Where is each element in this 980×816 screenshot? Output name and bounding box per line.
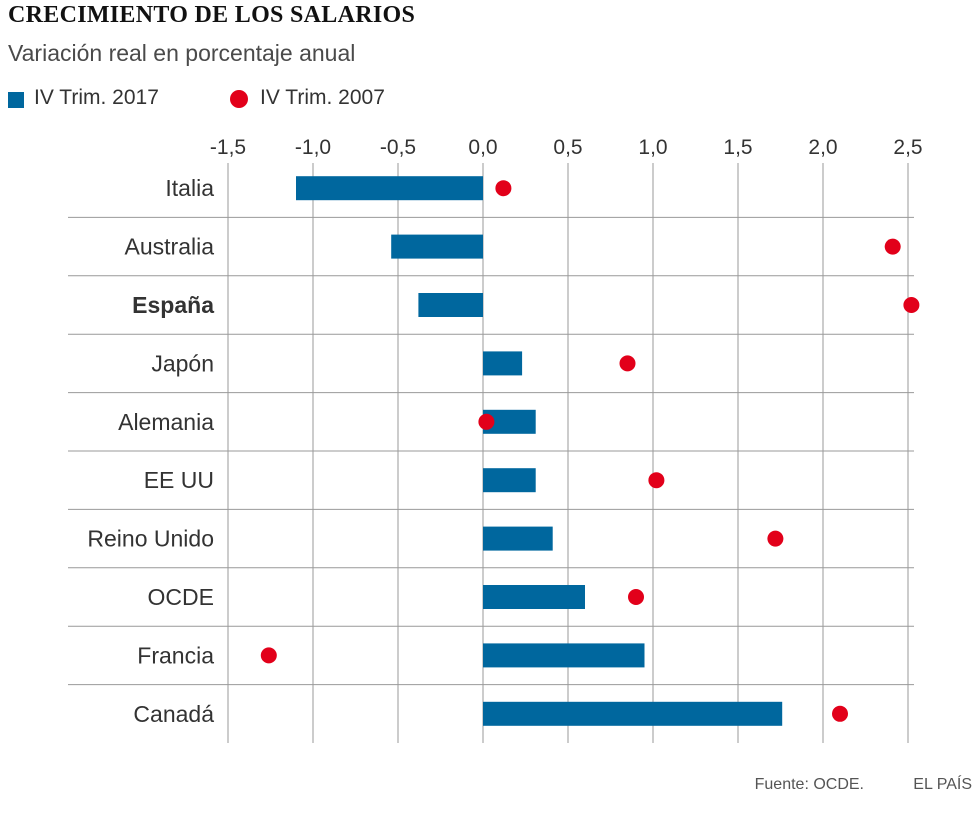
bar-2017 [483,643,645,668]
dot-2007 [628,589,644,605]
bar-2017 [391,234,483,259]
category-label: España [132,292,214,318]
x-tick-label: 1,5 [723,136,752,159]
x-tick-label: 0,0 [468,136,497,159]
bar-2017 [483,701,783,726]
legend-square-icon [8,92,24,108]
category-label: Alemania [118,409,214,435]
bar-2017 [483,468,536,493]
source-note: Fuente: OCDE. [754,776,864,793]
brand-credit: EL PAÍS [913,776,972,793]
category-label: EE UU [144,467,214,493]
category-label: Italia [165,175,214,201]
category-label: Canadá [133,701,214,727]
dot-2007 [832,705,848,722]
dot-2007 [767,530,784,547]
chart-title: CRECIMIENTO DE LOS SALARIOS [8,2,416,28]
bar-2017 [483,526,553,551]
x-tick-label: -0,5 [380,136,416,159]
legend-label-2017: IV Trim. 2017 [34,86,159,109]
dot-2007 [648,472,665,489]
x-tick-label: -1,0 [295,136,331,159]
chart-subtitle: Variación real en porcentaje anual [8,40,356,66]
x-tick-label: 1,0 [638,136,667,159]
x-tick-label: 0,5 [553,136,582,159]
dot-2007 [260,647,277,664]
legend-label-2007: IV Trim. 2007 [260,86,385,109]
bar-2017 [483,585,585,609]
category-label: Japón [151,350,214,376]
dot-2007 [478,413,495,430]
x-tick-label: 2,0 [808,136,837,159]
dot-2007 [495,180,512,197]
bar-2017 [483,351,523,376]
legend-dot-icon [230,90,248,108]
category-label: Reino Unido [87,526,214,552]
dot-2007 [903,297,920,313]
x-tick-label: 2,5 [893,136,922,159]
category-label: Francia [137,642,214,668]
category-label: Australia [125,234,215,260]
x-tick-label: -1,5 [210,136,246,159]
dot-2007 [884,238,901,255]
category-label: OCDE [148,584,214,610]
dot-2007 [619,355,636,372]
bar-2017 [418,293,483,317]
bar-2017 [296,176,483,201]
